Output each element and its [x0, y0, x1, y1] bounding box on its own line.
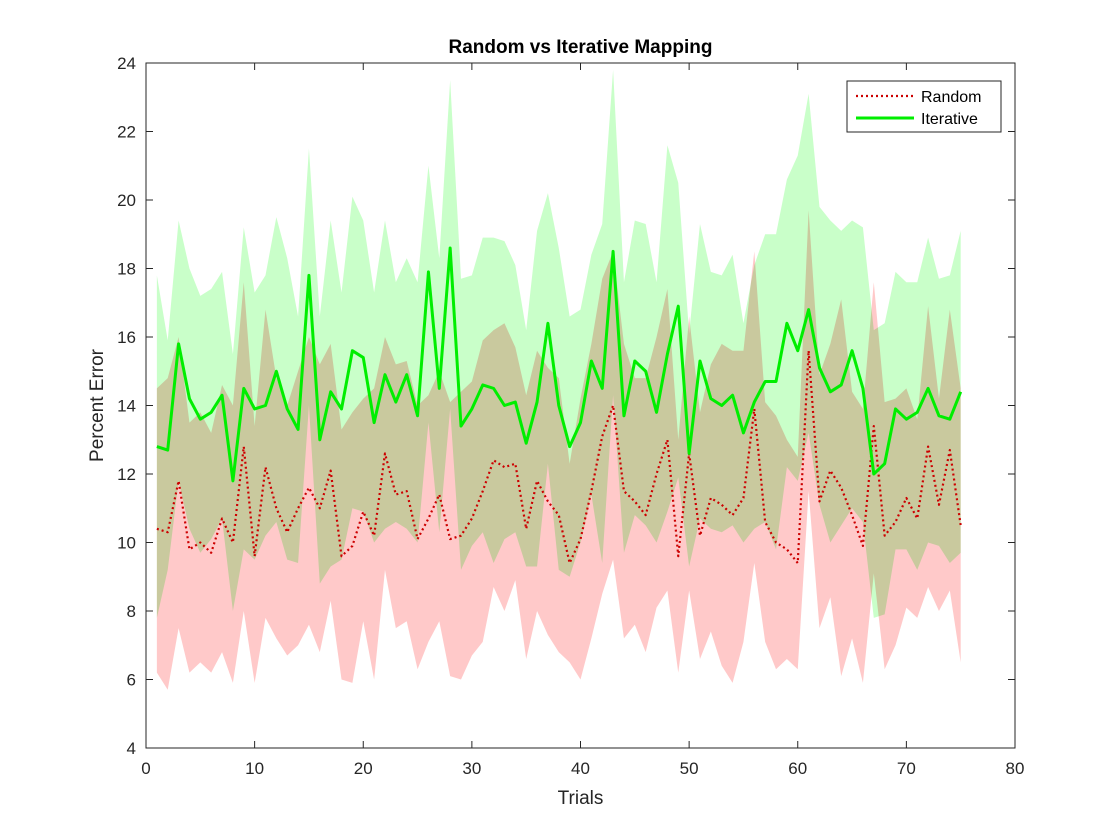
y-tick-label: 12: [117, 465, 136, 484]
series-lines: [156, 246, 963, 565]
x-tick-label: 70: [897, 759, 916, 778]
y-tick-label: 20: [117, 191, 136, 210]
x-tick-label: 0: [141, 759, 150, 778]
y-tick-label: 14: [117, 397, 136, 416]
y-tick-label: 24: [117, 54, 136, 73]
x-tick-label: 30: [462, 759, 481, 778]
x-tick-label: 40: [571, 759, 590, 778]
y-tick-label: 22: [117, 123, 136, 142]
confidence-bands: [156, 69, 961, 690]
y-tick-label: 10: [117, 534, 136, 553]
x-tick-label: 60: [788, 759, 807, 778]
x-axis-label: Trials: [558, 788, 604, 809]
x-axis: 0 10 20 30 40 50 60 70 80: [141, 63, 1024, 778]
chart-title: Random vs Iterative Mapping: [449, 37, 713, 58]
x-tick-label: 50: [680, 759, 699, 778]
y-tick-label: 6: [127, 671, 136, 690]
y-tick-label: 18: [117, 260, 136, 279]
x-tick-label: 10: [245, 759, 264, 778]
legend-label-iterative: Iterative: [921, 111, 978, 128]
band-iterative: [156, 69, 961, 618]
y-axis-label: Percent Error: [87, 348, 108, 462]
legend-label-random: Random: [921, 89, 981, 106]
y-tick-label: 4: [127, 739, 136, 758]
y-tick-label: 16: [117, 328, 136, 347]
y-tick-label: 8: [127, 602, 136, 621]
legend: Random Iterative: [846, 80, 1002, 133]
x-tick-label: 20: [354, 759, 373, 778]
y-axis: 4 6 8 10 12 14 16 18 20 22 24: [117, 54, 1015, 758]
series-line-iterative: [156, 246, 963, 483]
x-tick-label: 80: [1006, 759, 1025, 778]
legend-box: [846, 80, 1002, 133]
